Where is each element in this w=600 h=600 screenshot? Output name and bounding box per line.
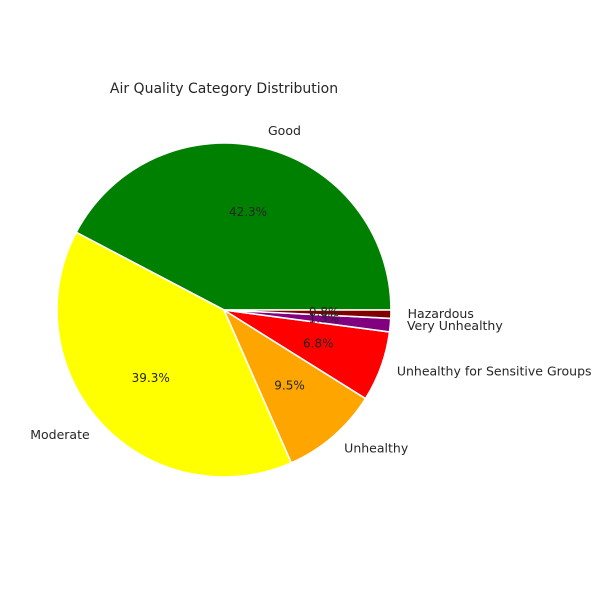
pie-labels: Good 42.3% Moderate 39.3% Unhealthy 9.5% Unhea… — [30, 123, 591, 455]
slice-label-unhealthy-for-sensitive-groups: Unhealthy for Sensitive Groups — [397, 364, 592, 379]
pie-slices — [56, 142, 392, 478]
slice-percent-unhealthy: 9.5% — [274, 378, 305, 392]
pie-slice-good — [75, 142, 392, 311]
slice-label-good: Good — [268, 123, 301, 138]
slice-label-unhealthy: Unhealthy — [344, 440, 409, 455]
slice-percent-moderate: 39.3% — [132, 371, 170, 385]
slice-percent-unhealthy-for-sensitive-groups: 6.8% — [303, 336, 334, 350]
pie-slice-unhealthy — [223, 309, 367, 464]
pie-slice-moderate — [56, 231, 293, 478]
slice-percent-very-unhealthy: 1.3% — [309, 312, 340, 326]
pie-slice-hazardous — [223, 309, 392, 320]
slice-percent-good: 42.3% — [229, 205, 267, 219]
chart-title: Air Quality Category Distribution — [110, 81, 338, 97]
slice-label-hazardous: Hazardous — [408, 306, 474, 321]
slice-label-very-unhealthy: Very Unhealthy — [407, 318, 503, 333]
slice-percent-hazardous: 0.8% — [309, 305, 340, 319]
slice-label-moderate: Moderate — [30, 427, 90, 442]
